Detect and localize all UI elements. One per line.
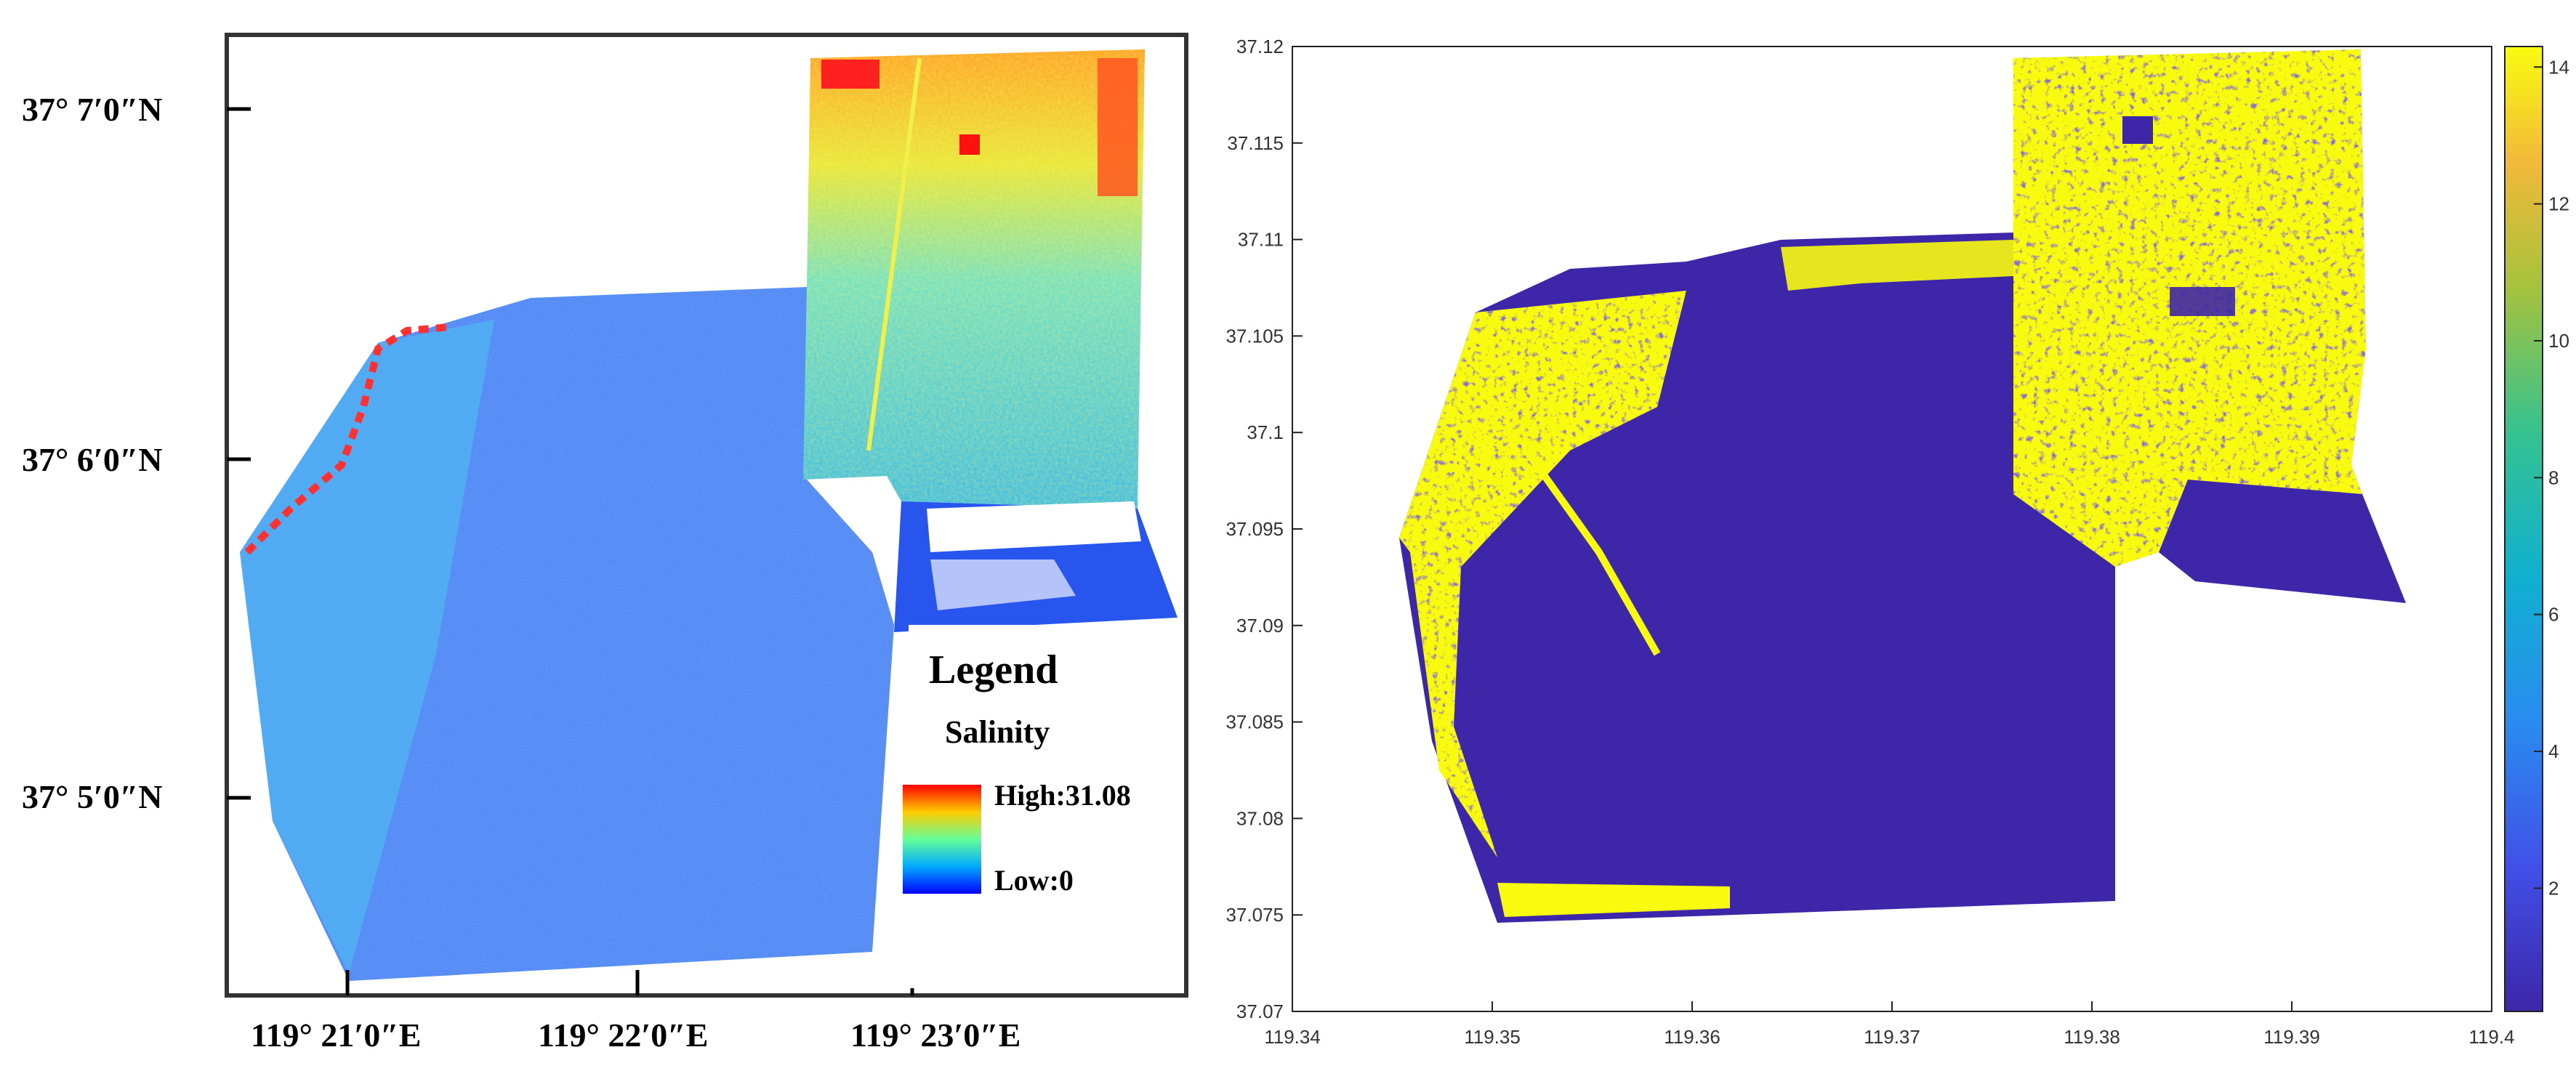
- y-tick-label: 37.1: [1247, 421, 1284, 443]
- lat-label-3: 37° 5′0″N: [22, 778, 162, 815]
- salinity-map-figure: 37° 7′0″N 37° 6′0″N 37° 5′0″N 119° 21′0″…: [22, 33, 1188, 1054]
- lon-label-1: 119° 21′0″E: [251, 1017, 421, 1054]
- x-tick-label: 119.37: [1864, 1026, 1920, 1048]
- legend-subtitle: Salinity: [945, 714, 1050, 750]
- y-axis: 37.12 37.115 37.11 37.105 37.1 37.095 37.09 37.…: [1225, 36, 1303, 1022]
- y-tick-label: 37.07: [1236, 1001, 1284, 1022]
- x-tick-label: 119.38: [2064, 1026, 2120, 1048]
- colorbar: [2504, 46, 2543, 1012]
- legend-low-label: Low:0: [994, 864, 1074, 897]
- colorbar-tick-label: 14: [2548, 56, 2569, 78]
- colorbar-tick-label: 8: [2548, 466, 2559, 488]
- x-tick-label: 119.35: [1464, 1026, 1521, 1048]
- map-ticks: [227, 107, 914, 995]
- y-tick-label: 37.12: [1236, 36, 1284, 57]
- lon-label-2: 119° 22′0″E: [538, 1017, 708, 1054]
- x-tick-label: 119.4: [2468, 1026, 2514, 1048]
- x-tick-label: 119.34: [1264, 1026, 1321, 1048]
- y-tick-label: 37.09: [1236, 615, 1284, 637]
- colorbar-tick-label: 4: [2548, 740, 2559, 762]
- classified-map-panel: 119.34 119.35 119.36 119.37 119.38 119.39 119.…: [1221, 0, 2576, 1075]
- colorbar-tick-label: 12: [2548, 193, 2569, 215]
- classified-map-figure: 119.34 119.35 119.36 119.37 119.38 119.39 119.…: [1225, 36, 2569, 1048]
- y-tick-label: 37.11: [1238, 229, 1284, 251]
- x-axis: 119.34 119.35 119.36 119.37 119.38 119.39 119.…: [1264, 1001, 2515, 1048]
- colorbar-tick-label: 6: [2548, 604, 2559, 626]
- x-tick-label: 119.39: [2263, 1026, 2320, 1048]
- legend-title: Legend: [929, 647, 1058, 692]
- lon-label-3: 119° 23′0″E: [850, 1017, 1021, 1054]
- legend-color-ramp: [903, 785, 981, 894]
- y-tick-label: 37.075: [1225, 904, 1284, 926]
- colorbar-ticks: 14 12 10 8 6 4 2: [2534, 56, 2569, 899]
- y-tick-label: 37.105: [1225, 325, 1284, 347]
- y-tick-label: 37.08: [1236, 807, 1284, 829]
- x-tick-label: 119.36: [1664, 1026, 1720, 1048]
- colorbar-tick-label: 10: [2548, 330, 2569, 352]
- lat-label-1: 37° 7′0″N: [22, 91, 162, 128]
- class-region-low-east: [2159, 480, 2406, 603]
- y-tick-label: 37.085: [1225, 711, 1284, 733]
- y-tick-label: 37.095: [1225, 518, 1284, 540]
- y-tick-label: 37.115: [1227, 132, 1284, 154]
- colorbar-tick-label: 2: [2548, 877, 2559, 899]
- salinity-map-panel: 37° 7′0″N 37° 6′0″N 37° 5′0″N 119° 21′0″…: [0, 0, 1221, 1075]
- legend-high-label: High:31.08: [994, 779, 1131, 812]
- lat-label-2: 37° 6′0″N: [22, 441, 162, 478]
